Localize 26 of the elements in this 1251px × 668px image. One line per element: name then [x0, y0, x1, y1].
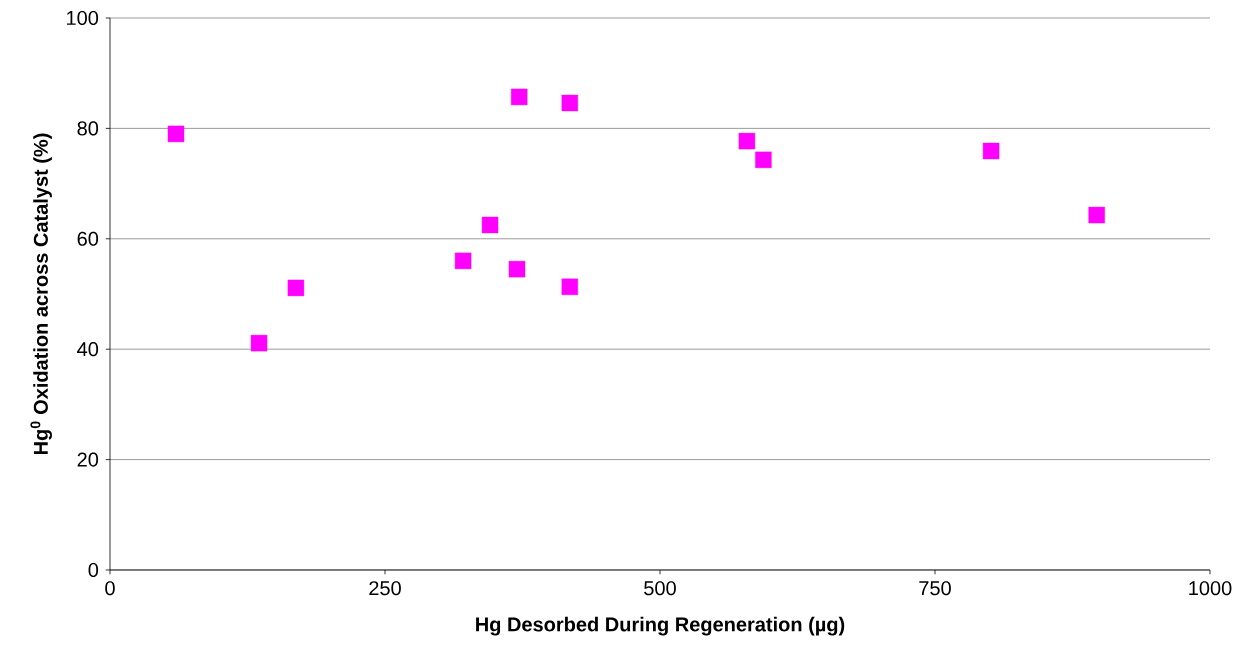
point — [481, 216, 499, 234]
x-tick-label: 0 — [105, 581, 115, 596]
y-tick-label: 20 — [77, 452, 99, 467]
x-tick-label: 500 — [644, 581, 676, 596]
point — [561, 278, 578, 296]
point — [167, 125, 185, 143]
y-tick-label: 40 — [77, 342, 99, 357]
point — [561, 94, 578, 112]
point — [454, 252, 472, 270]
y-tick-label: 100 — [67, 10, 99, 26]
y-tick-label: 60 — [77, 231, 99, 246]
y-tick-label: 0 — [88, 562, 99, 578]
y-axis-title: Hg$^{0}$ Oxidation across Catalyst (%) — [30, 133, 52, 455]
point — [738, 132, 756, 150]
point — [511, 88, 528, 106]
x-axis-title: Hg Desorbed During Regeneration (µg) — [476, 616, 845, 636]
point — [287, 279, 305, 297]
point — [755, 151, 772, 169]
point — [508, 260, 526, 278]
point — [1088, 206, 1105, 224]
x-tick-label: 250 — [369, 581, 401, 596]
y-tick-label: 80 — [77, 121, 99, 136]
x-tick-label: 750 — [919, 581, 951, 596]
point — [982, 142, 1000, 160]
point — [250, 334, 268, 352]
x-tick-label: 1000 — [1189, 581, 1232, 596]
